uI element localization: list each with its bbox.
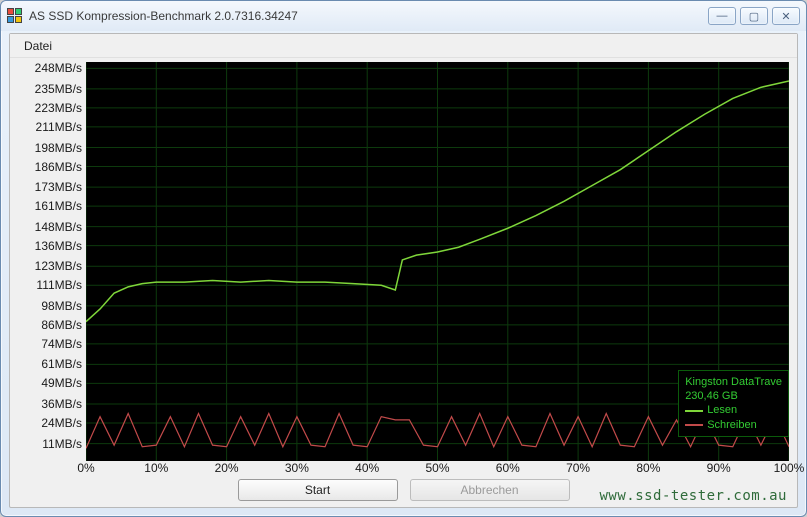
- close-button[interactable]: ✕: [772, 7, 800, 25]
- cancel-button: Abbrechen: [410, 479, 570, 501]
- x-tick-label: 40%: [355, 461, 379, 475]
- y-tick-label: 173MB/s: [35, 180, 82, 194]
- minimize-button[interactable]: —: [708, 7, 736, 25]
- app-window: AS SSD Kompression-Benchmark 2.0.7316.34…: [0, 0, 807, 517]
- y-tick-label: 86MB/s: [41, 318, 82, 332]
- y-tick-label: 235MB/s: [35, 82, 82, 96]
- x-tick-label: 60%: [496, 461, 520, 475]
- chart-plot: Kingston DataTrave 230,46 GB Lesen Schre…: [86, 62, 789, 461]
- x-tick-label: 20%: [215, 461, 239, 475]
- window-controls: — ▢ ✕: [708, 7, 800, 25]
- y-tick-label: 248MB/s: [35, 61, 82, 75]
- y-tick-label: 11MB/s: [42, 437, 82, 451]
- y-axis: 11MB/s 24MB/s 36MB/s 49MB/s 61MB/s 74MB/s 86MB…: [18, 62, 86, 461]
- legend-read: Lesen: [685, 403, 782, 417]
- app-icon: [7, 8, 23, 24]
- legend-read-label: Lesen: [707, 403, 737, 417]
- y-tick-label: 36MB/s: [41, 397, 82, 411]
- y-tick-label: 49MB/s: [41, 376, 82, 390]
- x-axis: 0%10%20%30%40%50%60%70%80%90%100%: [86, 461, 789, 479]
- y-tick-label: 223MB/s: [35, 101, 82, 115]
- y-tick-label: 148MB/s: [35, 220, 82, 234]
- menubar: Datei: [10, 34, 797, 58]
- y-tick-label: 211MB/s: [36, 120, 82, 134]
- x-tick-label: 100%: [774, 461, 805, 475]
- chart-area: 11MB/s 24MB/s 36MB/s 49MB/s 61MB/s 74MB/s 86MB…: [18, 62, 789, 461]
- legend-subtitle: 230,46 GB: [685, 389, 782, 403]
- client-area: Datei 11MB/s 24MB/s 36MB/s 49MB/s 61MB/s 74MB…: [9, 33, 798, 508]
- x-tick-label: 90%: [707, 461, 731, 475]
- y-tick-label: 74MB/s: [41, 337, 82, 351]
- x-tick-label: 80%: [636, 461, 660, 475]
- y-tick-label: 111MB/s: [36, 278, 82, 292]
- x-tick-label: 0%: [77, 461, 94, 475]
- y-tick-label: 136MB/s: [35, 239, 82, 253]
- y-tick-label: 24MB/s: [41, 416, 82, 430]
- y-tick-label: 161MB/s: [35, 199, 82, 213]
- y-tick-label: 61MB/s: [41, 357, 82, 371]
- legend-write-label: Schreiben: [707, 418, 757, 432]
- window-title: AS SSD Kompression-Benchmark 2.0.7316.34…: [29, 9, 708, 23]
- menu-datei[interactable]: Datei: [16, 37, 60, 55]
- legend-write: Schreiben: [685, 418, 782, 432]
- titlebar[interactable]: AS SSD Kompression-Benchmark 2.0.7316.34…: [1, 1, 806, 31]
- maximize-button[interactable]: ▢: [740, 7, 768, 25]
- legend-title: Kingston DataTrave: [685, 375, 782, 389]
- x-tick-label: 30%: [285, 461, 309, 475]
- legend-read-swatch: [685, 410, 703, 412]
- legend-box: Kingston DataTrave 230,46 GB Lesen Schre…: [678, 370, 789, 437]
- y-tick-label: 186MB/s: [35, 160, 82, 174]
- y-tick-label: 123MB/s: [35, 259, 82, 273]
- watermark: www.ssd-tester.com.au: [599, 488, 787, 504]
- start-button[interactable]: Start: [238, 479, 398, 501]
- x-tick-label: 70%: [566, 461, 590, 475]
- x-tick-label: 10%: [144, 461, 168, 475]
- x-tick-label: 50%: [425, 461, 449, 475]
- y-tick-label: 198MB/s: [35, 141, 82, 155]
- y-tick-label: 98MB/s: [41, 299, 82, 313]
- legend-write-swatch: [685, 424, 703, 426]
